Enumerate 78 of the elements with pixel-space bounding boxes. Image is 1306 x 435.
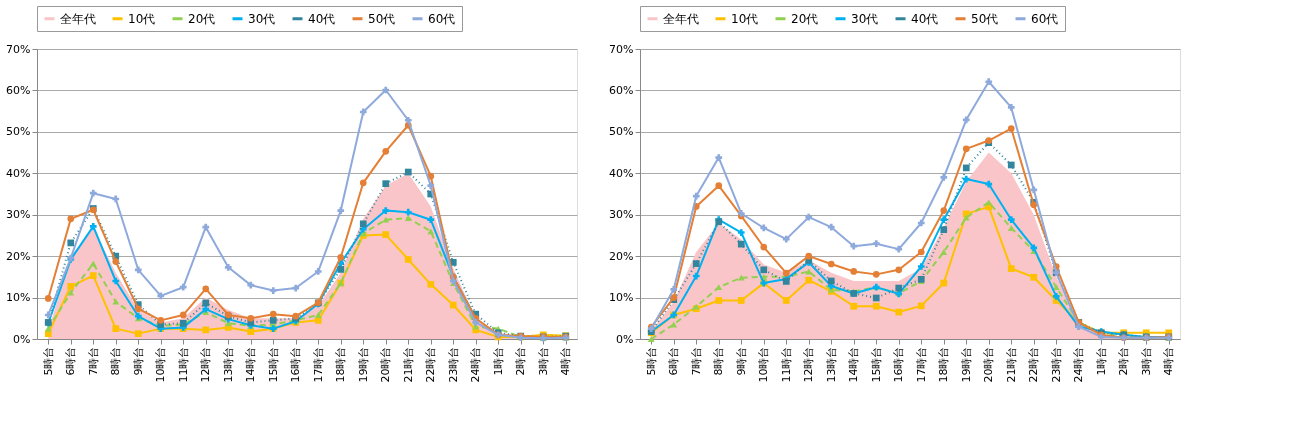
legend-label: 30代: [248, 11, 276, 26]
x-tick-label: 3時台: [1139, 346, 1153, 376]
y-tick-label: 30%: [6, 208, 31, 222]
legend-label: 全年代: [60, 11, 96, 26]
x-tick-label: 11時台: [779, 346, 793, 383]
x-tick-label: 22時台: [1027, 346, 1041, 383]
legend-label: 60代: [1031, 11, 1059, 26]
legend-label: 40代: [308, 11, 336, 26]
x-tick-label: 15時台: [869, 346, 883, 383]
x-tick-label: 10時台: [757, 346, 771, 383]
x-tick-label: 13時台: [221, 346, 235, 383]
legend-label: 20代: [791, 11, 819, 26]
legend-label: 50代: [971, 11, 999, 26]
y-tick-label: 0%: [13, 332, 31, 346]
x-tick-label: 8時台: [712, 346, 726, 376]
x-tick-label: 14時台: [244, 346, 258, 383]
legend-label: 30代: [851, 11, 879, 26]
x-tick-label: 2時台: [514, 346, 528, 376]
x-tick-label: 23時台: [446, 346, 460, 383]
y-tick-label: 50%: [6, 125, 31, 139]
x-tick-label: 21時台: [1004, 346, 1018, 383]
x-tick-label: 20時台: [982, 346, 996, 383]
x-tick-label: 4時台: [559, 346, 573, 376]
x-tick-label: 12時台: [802, 346, 816, 383]
x-tick-label: 16時台: [892, 346, 906, 383]
x-tick-label: 19時台: [356, 346, 370, 383]
x-tick-label: 10時台: [154, 346, 168, 383]
x-tick-label: 1時台: [1094, 346, 1108, 376]
x-tick-label: 19時台: [959, 346, 973, 383]
x-tick-label: 5時台: [41, 346, 55, 376]
x-tick-label: 13時台: [824, 346, 838, 383]
x-tick-label: 5時台: [644, 346, 658, 376]
x-tick-label: 3時台: [536, 346, 550, 376]
x-tick-label: 15時台: [266, 346, 280, 383]
x-tick-label: 4時台: [1162, 346, 1176, 376]
y-tick-label: 70%: [6, 42, 31, 56]
y-tick-label: 30%: [609, 208, 634, 222]
x-tick-label: 24時台: [1072, 346, 1086, 383]
x-tick-label: 18時台: [937, 346, 951, 383]
legend-label: 10代: [128, 11, 156, 26]
x-tick-label: 16時台: [289, 346, 303, 383]
legend-label: 60代: [428, 11, 456, 26]
legend-label: 40代: [911, 11, 939, 26]
y-tick-label: 60%: [609, 83, 634, 97]
x-tick-label: 6時台: [667, 346, 681, 376]
y-tick-label: 20%: [609, 249, 634, 263]
x-tick-label: 2時台: [1117, 346, 1131, 376]
y-tick-label: 0%: [616, 332, 634, 346]
x-tick-label: 24時台: [469, 346, 483, 383]
y-tick-label: 50%: [609, 125, 634, 139]
x-tick-label: 14時台: [847, 346, 861, 383]
y-tick-label: 20%: [6, 249, 31, 263]
legend-label: 全年代: [663, 11, 699, 26]
x-tick-label: 11時台: [176, 346, 190, 383]
x-tick-label: 17時台: [311, 346, 325, 383]
y-tick-label: 40%: [6, 166, 31, 180]
x-tick-label: 9時台: [131, 346, 145, 376]
x-tick-label: 23時台: [1049, 346, 1063, 383]
y-tick-label: 10%: [609, 291, 634, 305]
x-tick-label: 21時台: [401, 346, 415, 383]
x-tick-label: 9時台: [734, 346, 748, 376]
legend-label: 50代: [368, 11, 396, 26]
legend-label: 10代: [731, 11, 759, 26]
x-tick-label: 7時台: [86, 346, 100, 376]
x-tick-label: 12時台: [199, 346, 213, 383]
x-tick-label: 7時台: [689, 346, 703, 376]
y-tick-label: 10%: [6, 291, 31, 305]
y-tick-label: 60%: [6, 83, 31, 97]
x-tick-label: 18時台: [334, 346, 348, 383]
x-tick-label: 20時台: [379, 346, 393, 383]
legend-label: 20代: [188, 11, 216, 26]
y-tick-label: 70%: [609, 42, 634, 56]
x-tick-label: 22時台: [424, 346, 438, 383]
x-tick-label: 8時台: [109, 346, 123, 376]
x-tick-label: 17時台: [914, 346, 928, 383]
x-tick-label: 1時台: [491, 346, 505, 376]
y-tick-label: 40%: [609, 166, 634, 180]
x-tick-label: 6時台: [64, 346, 78, 376]
